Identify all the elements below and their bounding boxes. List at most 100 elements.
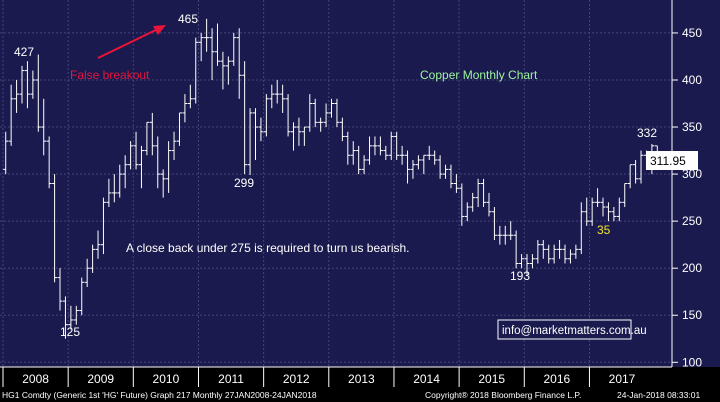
last-price-box	[646, 151, 698, 170]
x-tick-label: 2016	[544, 372, 571, 386]
ohlc-bar	[529, 254, 535, 269]
ohlc-bar	[79, 277, 85, 316]
x-tick-label: 2017	[609, 372, 636, 386]
ohlc-bar	[622, 183, 628, 208]
ohlc-bar	[111, 174, 117, 203]
ohlc-bar	[280, 84, 286, 113]
x-tick-label: 2010	[153, 372, 180, 386]
ohlc-bar	[57, 268, 63, 311]
ohlc-bar	[611, 207, 617, 222]
ohlc-bar	[377, 136, 383, 156]
ohlc-bar	[231, 32, 237, 66]
ohlc-bar	[540, 239, 546, 259]
ohlc-bar	[502, 225, 508, 245]
ohlc-bar	[329, 98, 335, 118]
y-tick-label: 300	[682, 167, 702, 181]
ohlc-bar	[247, 108, 253, 176]
ohlc-bar	[567, 249, 573, 264]
annotation-299: 299	[234, 176, 254, 190]
ohlc-bar	[589, 197, 595, 226]
x-tick-label: 2015	[478, 372, 505, 386]
x-tick-label: 2013	[348, 372, 375, 386]
ohlc-bar	[475, 178, 481, 208]
ohlc-bar	[62, 296, 68, 339]
ohlc-bar	[73, 305, 79, 325]
annotation-125: 125	[60, 325, 80, 339]
ohlc-bar	[30, 70, 36, 99]
ohlc-bar	[383, 145, 389, 160]
ohlc-bar	[339, 117, 345, 142]
ohlc-bar	[334, 98, 340, 128]
ohlc-bar	[301, 126, 307, 146]
ohlc-bar	[372, 136, 378, 156]
bearish-note: A close back under 275 is required to tu…	[126, 241, 410, 255]
ohlc-bar	[448, 164, 454, 189]
ohlc-bar	[204, 18, 210, 52]
ohlc-bar	[35, 54, 41, 132]
ohlc-bar	[312, 98, 318, 128]
footer-copyright: Copyright® 2018 Bloomberg Finance L.P.	[425, 390, 581, 400]
ohlc-bar	[128, 141, 134, 170]
ohlc-bar	[258, 117, 264, 142]
ohlc-bar	[149, 112, 155, 156]
x-axis: 2008 2009 2010 2011 2012 2013 2014 2015 2016 2017	[0, 366, 720, 392]
y-tick-label: 250	[682, 214, 702, 228]
ohlc-bar	[535, 239, 541, 264]
ohlc-bar	[95, 230, 101, 259]
chart-title: Copper Monthly Chart	[420, 68, 538, 82]
ohlc-bar	[117, 164, 123, 198]
ohlc-bar	[470, 192, 476, 212]
ohlc-bar	[345, 131, 351, 165]
ohlc-bar	[481, 178, 487, 208]
ohlc-bar	[562, 244, 568, 264]
ohlc-bar	[187, 84, 193, 109]
ohlc-bar	[513, 230, 519, 269]
ohlc-bar	[318, 117, 324, 132]
ohlc-bar	[90, 244, 96, 273]
ohlc-bar	[171, 131, 177, 160]
ohlc-bar	[166, 141, 172, 193]
ohlc-bar	[214, 23, 220, 66]
ohlc-bar	[193, 37, 199, 104]
ohlc-bar	[388, 131, 394, 160]
plot-background	[0, 0, 672, 367]
false-breakout-arrow	[97, 26, 163, 59]
ohlc-bar	[584, 197, 590, 226]
ohlc-bar	[524, 254, 530, 275]
ohlc-bar	[242, 61, 248, 175]
ohlc-bar	[14, 79, 20, 113]
x-axis-band	[0, 367, 720, 392]
ohlc-bar	[52, 174, 58, 283]
ohlc-bar	[633, 159, 639, 184]
x-tick-label: 2008	[22, 372, 49, 386]
ohlc-bar	[638, 150, 644, 184]
ohlc-bar	[3, 131, 9, 175]
ohlc-bar	[600, 197, 606, 217]
ohlc-bar	[519, 254, 525, 269]
ohlc-bar	[605, 202, 611, 222]
axis-background	[672, 0, 720, 367]
footer-timestamp: 24-Jan-2018 08:33:01	[617, 390, 700, 400]
ohlc-bar	[252, 108, 258, 160]
ohlc-bar	[350, 141, 356, 165]
y-tick-label: 200	[682, 261, 702, 275]
ohlc-bar	[46, 136, 52, 189]
ohlc-bar	[546, 244, 552, 264]
ohlc-bar	[356, 145, 362, 175]
annotation-35: 35	[597, 223, 611, 237]
ohlc-bar	[100, 197, 106, 255]
ohlc-bar	[573, 244, 579, 259]
watermark-box	[497, 319, 632, 340]
ohlc-bar	[578, 202, 584, 255]
ohlc-bars	[3, 18, 660, 339]
ohlc-bar	[220, 51, 226, 90]
watermark-text: info@marketmatters.com.au	[502, 325, 647, 337]
ohlc-bar	[323, 103, 329, 128]
ohlc-bar	[68, 305, 74, 330]
ohlc-bar	[225, 56, 231, 85]
ohlc-bar	[486, 192, 492, 217]
annotation-193: 193	[510, 269, 530, 283]
ohlc-bar	[285, 94, 291, 137]
ohlc-bar	[491, 207, 497, 240]
